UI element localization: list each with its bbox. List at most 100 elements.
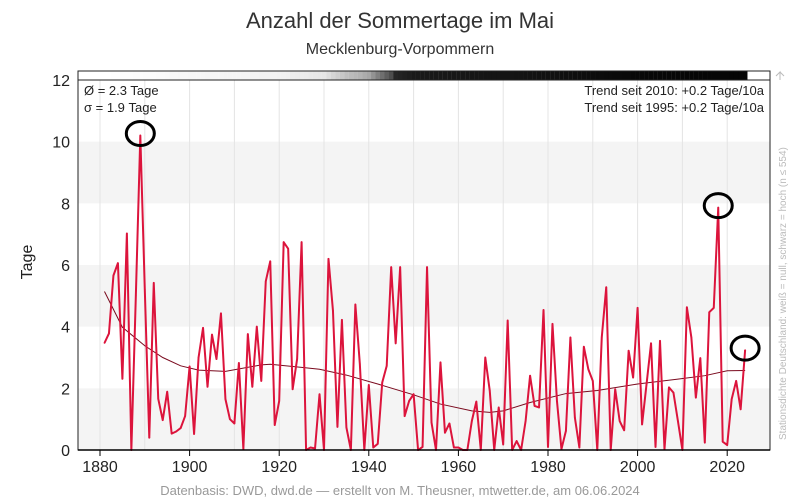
density-cell bbox=[250, 71, 255, 80]
density-cell bbox=[621, 71, 627, 80]
data-point bbox=[278, 400, 281, 402]
density-cell bbox=[680, 71, 685, 80]
density-cell bbox=[639, 71, 645, 80]
highlight-circle bbox=[702, 192, 734, 220]
density-cell bbox=[603, 71, 609, 80]
density-cell bbox=[317, 71, 322, 80]
data-point bbox=[704, 441, 706, 444]
trend-2010: Trend seit 2010: +0.2 Tage/10a bbox=[584, 83, 764, 98]
density-cell bbox=[133, 71, 139, 80]
data-point bbox=[135, 295, 137, 297]
density-cell bbox=[442, 71, 448, 80]
data-point bbox=[359, 363, 361, 365]
data-point bbox=[247, 333, 249, 335]
data-point bbox=[699, 357, 702, 359]
density-cell bbox=[223, 71, 228, 80]
data-point bbox=[372, 446, 375, 449]
density-cell bbox=[263, 71, 269, 80]
density-cell bbox=[267, 71, 273, 80]
data-point bbox=[390, 266, 393, 268]
density-cell bbox=[487, 71, 493, 80]
density-cell bbox=[424, 71, 430, 80]
data-point bbox=[686, 306, 688, 309]
density-cell bbox=[388, 71, 394, 80]
data-point bbox=[103, 342, 106, 344]
density-cell bbox=[608, 71, 614, 80]
density-cell bbox=[536, 71, 542, 80]
density-cell bbox=[115, 71, 121, 80]
data-point bbox=[408, 400, 410, 402]
density-cell bbox=[595, 71, 600, 80]
data-point bbox=[726, 444, 728, 446]
data-point bbox=[695, 396, 697, 399]
data-point bbox=[381, 381, 384, 384]
density-cell bbox=[106, 71, 112, 80]
data-point bbox=[220, 312, 222, 315]
y-axis-label: Tage bbox=[19, 245, 36, 280]
density-cell bbox=[617, 71, 623, 80]
data-point bbox=[556, 400, 558, 402]
mean-stat: Ø = 2.3 Tage bbox=[84, 83, 159, 98]
data-point bbox=[730, 398, 733, 400]
density-cell bbox=[290, 71, 295, 80]
data-point bbox=[457, 446, 460, 449]
density-cell bbox=[675, 71, 681, 80]
density-cell bbox=[429, 71, 434, 80]
density-cell bbox=[102, 71, 107, 80]
data-point bbox=[318, 393, 321, 395]
arrow-icon bbox=[775, 70, 785, 80]
data-point bbox=[600, 336, 603, 339]
density-cell bbox=[214, 71, 219, 80]
density-cell bbox=[357, 71, 363, 80]
data-point bbox=[632, 376, 634, 379]
y-tick-label: 0 bbox=[61, 443, 70, 460]
data-point bbox=[739, 408, 742, 411]
data-point bbox=[488, 390, 491, 392]
data-point bbox=[327, 258, 330, 260]
x-tick-label: 1940 bbox=[351, 459, 387, 476]
data-point bbox=[385, 365, 388, 367]
density-cell bbox=[514, 71, 519, 80]
density-cell bbox=[698, 71, 703, 80]
data-point bbox=[645, 383, 648, 385]
density-cell bbox=[232, 71, 237, 80]
data-point bbox=[430, 421, 433, 424]
highlight-circle bbox=[124, 120, 156, 147]
data-point bbox=[641, 423, 643, 426]
data-point bbox=[529, 374, 531, 377]
data-point bbox=[170, 432, 173, 435]
data-point bbox=[659, 340, 661, 342]
density-cell bbox=[518, 71, 524, 80]
data-point bbox=[341, 319, 343, 321]
x-tick-label: 2020 bbox=[709, 459, 745, 476]
density-cell bbox=[353, 71, 358, 80]
density-cell bbox=[563, 71, 569, 80]
density-cell bbox=[733, 71, 739, 80]
density-cell bbox=[362, 71, 367, 80]
y-tick-label: 2 bbox=[61, 381, 70, 398]
data-point bbox=[394, 342, 397, 345]
density-cell bbox=[568, 71, 573, 80]
data-point bbox=[708, 311, 711, 313]
data-point bbox=[587, 368, 590, 371]
density-cell bbox=[684, 71, 690, 80]
data-point bbox=[569, 336, 572, 339]
density-cell bbox=[124, 71, 130, 80]
data-point bbox=[471, 420, 473, 422]
density-cell bbox=[147, 71, 152, 80]
data-point bbox=[112, 274, 115, 277]
x-ticks: 1880 1900 1920 1940 1960 1980 2000 2020 bbox=[82, 450, 745, 476]
density-cell bbox=[586, 71, 591, 80]
density-cell bbox=[554, 71, 560, 80]
data-point bbox=[309, 446, 312, 449]
density-cell bbox=[259, 71, 264, 80]
data-point bbox=[426, 266, 428, 268]
density-cell bbox=[182, 71, 188, 80]
data-point bbox=[668, 386, 670, 389]
density-cell bbox=[406, 71, 412, 80]
data-point bbox=[677, 420, 679, 422]
data-point bbox=[542, 309, 545, 311]
density-cell bbox=[635, 71, 640, 80]
data-point bbox=[453, 446, 455, 449]
